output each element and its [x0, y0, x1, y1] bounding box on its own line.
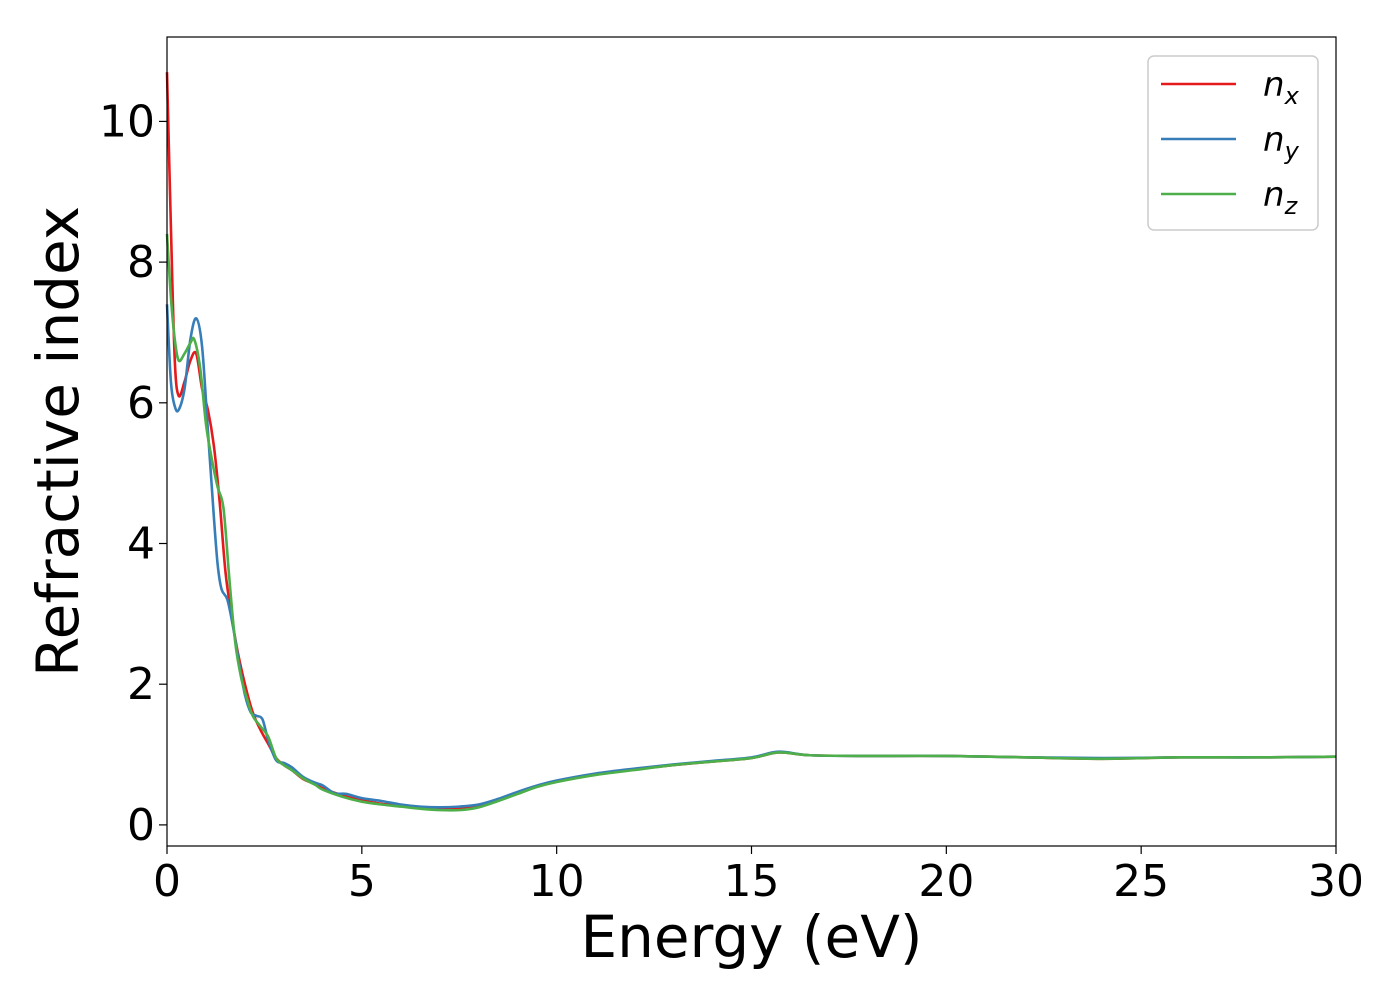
legend-label-nz: nz	[1263, 175, 1299, 220]
x-tick-label: 10	[529, 856, 585, 907]
legend-entries: nx ny nz	[1161, 65, 1300, 220]
y-tick-label: 10	[99, 96, 155, 147]
y-tick-label: 8	[127, 237, 155, 288]
x-tick-label: 5	[348, 856, 376, 907]
y-tick-label: 4	[127, 519, 155, 570]
legend-label-nx: nx	[1263, 65, 1300, 110]
series-layer	[165, 72, 1337, 812]
y-tick-label: 2	[127, 659, 155, 710]
legend: nx ny nz	[1147, 55, 1319, 231]
x-axis-ticks: 0 5 10 15 20 25 30	[153, 846, 1364, 907]
y-axis-ticks: 0 2 4 6 8 10	[99, 96, 167, 851]
legend-box	[1147, 55, 1319, 231]
x-tick-label: 30	[1308, 856, 1364, 907]
legend-label-ny: ny	[1263, 120, 1300, 165]
x-tick-label: 20	[918, 856, 974, 907]
series-line-nz	[165, 233, 1337, 812]
series-line-ny	[165, 304, 1337, 809]
x-tick-label: 25	[1113, 856, 1169, 907]
y-tick-label: 0	[127, 800, 155, 851]
y-axis-title: Refractive index	[24, 206, 92, 677]
x-tick-label: 15	[724, 856, 780, 907]
x-tick-label: 0	[153, 856, 181, 907]
x-axis-title: Energy (eV)	[580, 903, 922, 971]
y-tick-label: 6	[127, 378, 155, 429]
